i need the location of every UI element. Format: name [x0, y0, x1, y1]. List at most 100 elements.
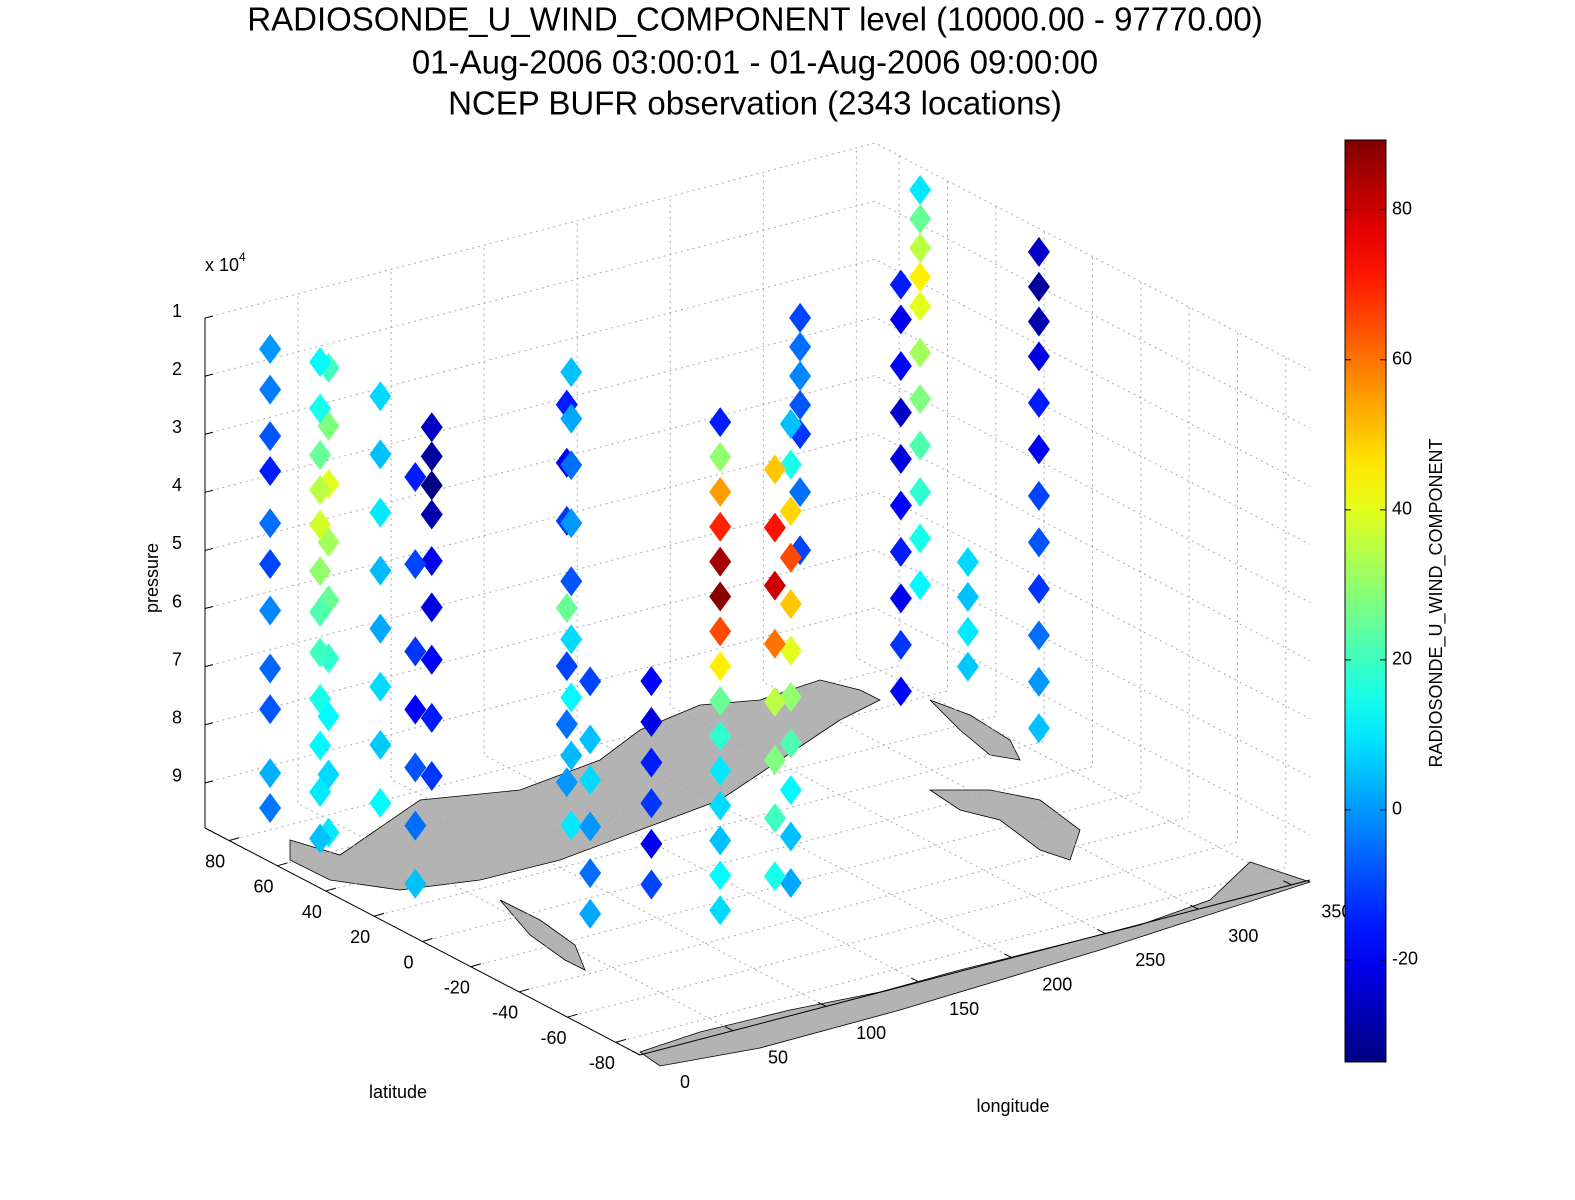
- data-point: [909, 430, 932, 461]
- data-point: [579, 666, 602, 697]
- data-point: [640, 788, 663, 819]
- x-tick-label: 150: [949, 999, 979, 1019]
- data-point: [404, 868, 427, 899]
- colorbar-tick-label: 40: [1392, 499, 1412, 519]
- y-tick: [325, 887, 336, 892]
- data-point: [709, 407, 732, 438]
- z-tick-label: 4: [172, 475, 182, 495]
- colorbar-tick-label: 60: [1392, 349, 1412, 369]
- land: [499, 899, 586, 971]
- x-tick-label: 0: [680, 1072, 690, 1092]
- data-point: [889, 629, 912, 660]
- data-point: [259, 758, 282, 789]
- data-point: [560, 682, 583, 713]
- data-point: [309, 439, 332, 470]
- data-point: [763, 570, 786, 601]
- y-tick: [277, 862, 288, 867]
- data-point: [709, 511, 732, 542]
- data-point: [709, 720, 732, 751]
- data-point: [369, 497, 392, 528]
- data-point: [1027, 666, 1050, 697]
- data-point: [309, 509, 332, 540]
- data-point: [709, 755, 732, 786]
- z-tick-label: 1: [172, 301, 182, 321]
- data-point: [560, 810, 583, 841]
- data-point: [709, 616, 732, 647]
- z-tick: [204, 315, 214, 319]
- data-point: [956, 581, 979, 612]
- data-point: [763, 686, 786, 717]
- y-tick: [374, 912, 385, 917]
- data-point: [309, 637, 332, 668]
- data-point: [369, 439, 392, 470]
- data-point: [1027, 341, 1050, 372]
- data-point: [889, 676, 912, 707]
- data-point: [369, 788, 392, 819]
- data-point: [763, 803, 786, 834]
- y-tick-label: -20: [444, 977, 470, 997]
- data-point: [369, 555, 392, 586]
- data-point: [309, 596, 332, 627]
- data-point: [555, 709, 578, 740]
- data-point: [779, 496, 802, 527]
- data-point: [1027, 271, 1050, 302]
- data-point: [420, 470, 443, 501]
- data-point: [560, 566, 583, 597]
- colorbar-tick-label: 0: [1392, 799, 1402, 819]
- colorbar-tick-label: 20: [1392, 649, 1412, 669]
- data-point: [579, 724, 602, 755]
- data-point: [259, 333, 282, 364]
- data-point: [789, 302, 812, 333]
- y-tick-label: 20: [350, 927, 370, 947]
- data-point: [309, 730, 332, 761]
- data-point: [709, 476, 732, 507]
- data-point: [709, 860, 732, 891]
- colorbar-label: RADIOSONDE_U_WIND_COMPONENT: [1426, 438, 1447, 767]
- chart-title: RADIOSONDE_U_WIND_COMPONENT level (10000…: [247, 1, 1262, 38]
- data-point: [309, 684, 332, 715]
- data-point: [560, 508, 583, 539]
- data-point: [1027, 434, 1050, 465]
- z-tick-label: 6: [172, 591, 182, 611]
- z-tick-label: 8: [172, 707, 182, 727]
- y-tick-label: -60: [540, 1028, 566, 1048]
- grid-line: [297, 293, 734, 1032]
- data-point: [909, 477, 932, 508]
- data-point: [709, 790, 732, 821]
- data-point: [789, 360, 812, 391]
- grid-line: [669, 196, 1106, 934]
- data-point: [420, 441, 443, 472]
- data-point: [779, 775, 802, 806]
- x-tick-label: 200: [1042, 975, 1072, 995]
- data-point: [1027, 527, 1050, 558]
- data-point: [889, 269, 912, 300]
- y-tick-label: 80: [205, 851, 225, 871]
- axes: 0 50 100 150 200 250 300 350 -80 -60 -40 -20 0 20 40 60…: [142, 142, 1351, 1116]
- z-multiplier-base: x 10: [205, 255, 239, 275]
- data-point: [420, 592, 443, 623]
- z-tick: [204, 664, 214, 668]
- data-point: [909, 203, 932, 234]
- data-point: [763, 861, 786, 892]
- y-tick: [567, 1013, 578, 1018]
- data-point: [420, 545, 443, 576]
- data-point: [579, 858, 602, 889]
- data-point: [420, 412, 443, 443]
- data-point: [1027, 387, 1050, 418]
- y-tick-label: -80: [589, 1053, 615, 1073]
- land: [928, 789, 1081, 861]
- data-point: [779, 408, 802, 439]
- data-point: [709, 546, 732, 577]
- data-point: [889, 490, 912, 521]
- data-point: [369, 729, 392, 760]
- z-tick-label: 9: [172, 766, 182, 786]
- z-tick: [204, 547, 214, 551]
- data-point: [763, 512, 786, 543]
- x-tick: [631, 1050, 641, 1056]
- data-point: [1027, 480, 1050, 511]
- data-point: [889, 397, 912, 428]
- grid-line: [325, 206, 997, 892]
- data-point: [909, 232, 932, 263]
- data-point: [909, 523, 932, 554]
